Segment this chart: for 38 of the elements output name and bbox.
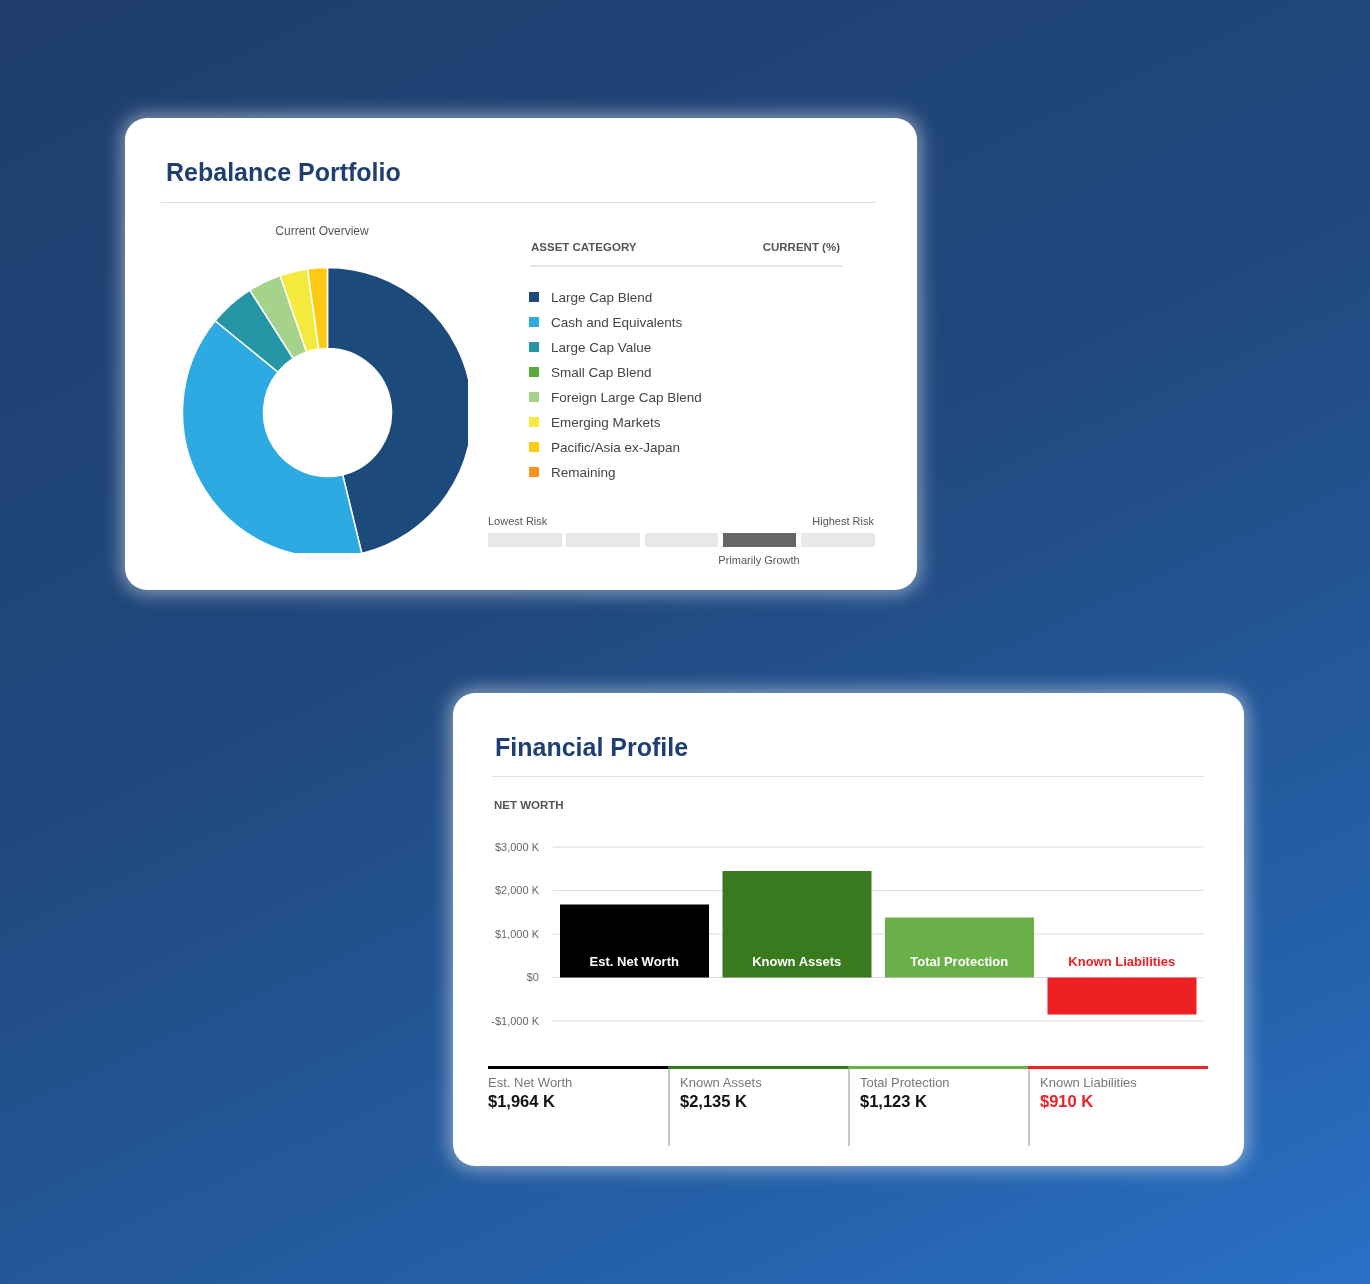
y-tick-label: $3,000 K: [494, 840, 540, 853]
x-tick-label: Total Protection: [910, 953, 1009, 969]
legend-label: Large Cap Blend: [551, 289, 653, 305]
chart-title: Rebalance Portfolio: [166, 158, 401, 187]
x-tick-label: Known Liabilities: [1068, 953, 1176, 969]
bar: [1047, 977, 1197, 1015]
text: Highest Risk: [812, 515, 874, 527]
legend-label: Pacific/Asia ex-Japan: [551, 439, 681, 455]
x-tick-label: Known Assets: [752, 953, 842, 969]
x-tick-label: Est. Net Worth: [589, 953, 679, 969]
text: $1,964 K: [488, 1092, 555, 1111]
chart-subtitle: NET WORTH: [494, 799, 564, 811]
text: $910 K: [1040, 1092, 1094, 1111]
legend-title: ASSET CATEGORY: [531, 241, 637, 253]
category-label: Known Liabilities: [1040, 1075, 1137, 1090]
text: $1,123 K: [860, 1092, 927, 1111]
y-tick-label: $0: [526, 971, 539, 984]
y-tick-label: $2,000 K: [494, 884, 540, 897]
bar: [560, 904, 709, 978]
legend-label: Foreign Large Cap Blend: [551, 389, 702, 405]
bar: [885, 917, 1034, 978]
text: Primarily Growth: [718, 554, 800, 566]
category-label: Known Assets: [680, 1075, 762, 1090]
y-tick-label: $1,000 K: [494, 927, 540, 940]
legend-label: Small Cap Blend: [551, 364, 652, 380]
text: CURRENT (%): [762, 241, 840, 253]
chart-subtitle: Current Overview: [275, 224, 369, 238]
text: Lowest Risk: [488, 515, 548, 527]
category-label: Est. Net Worth: [488, 1075, 573, 1090]
category-label: Total Protection: [860, 1075, 950, 1090]
y-tick-label: -$1,000 K: [491, 1014, 540, 1027]
legend-label: Cash and Equivalents: [551, 314, 683, 330]
legend-label: Emerging Markets: [551, 414, 661, 430]
chart-title: Financial Profile: [495, 733, 689, 762]
text: $2,135 K: [680, 1092, 747, 1111]
legend-label: Large Cap Value: [551, 339, 652, 355]
legend-label: Remaining: [551, 464, 616, 480]
bar: [722, 870, 872, 978]
